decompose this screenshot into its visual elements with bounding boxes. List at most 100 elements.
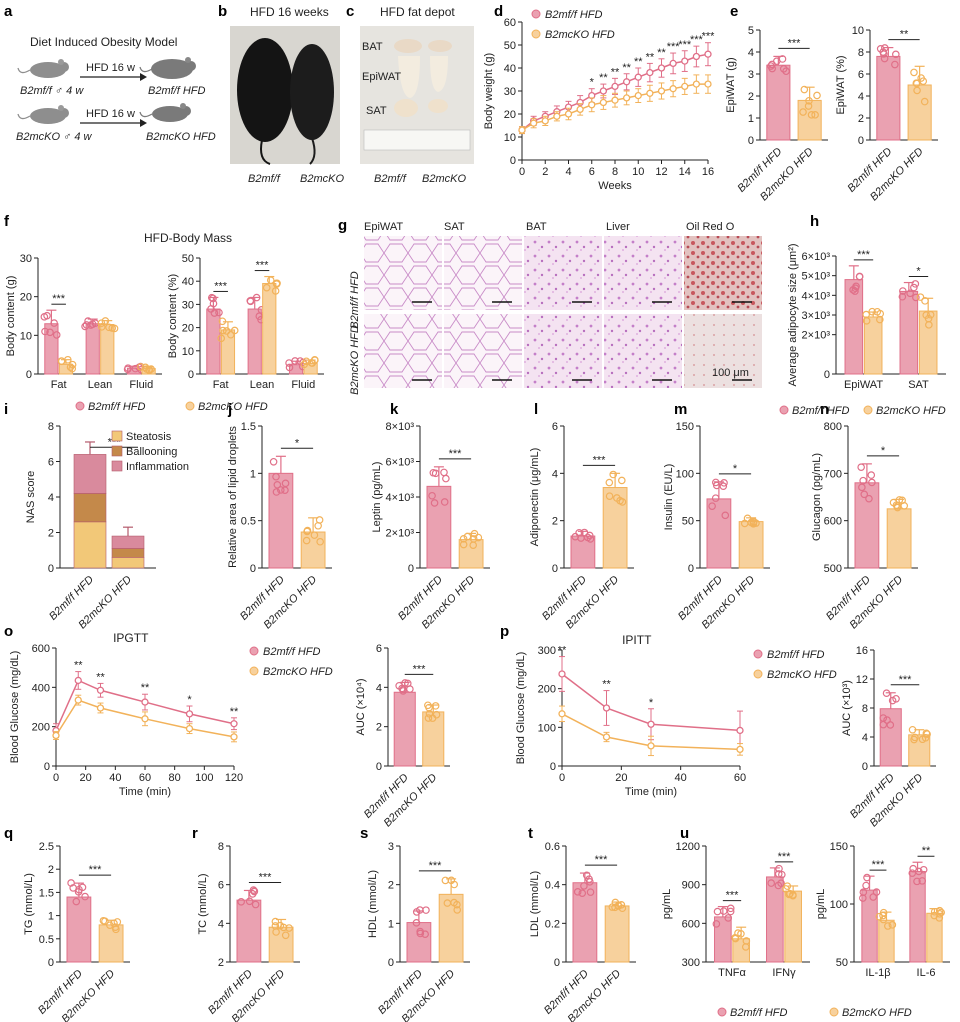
data-point (245, 897, 254, 906)
y-axis-label: Body weight (g) (483, 53, 495, 129)
data-point (599, 98, 608, 107)
data-point (43, 311, 51, 320)
significance-mark: * (881, 445, 886, 457)
y-tick-label: 1200 (676, 841, 700, 853)
data-point (657, 64, 666, 72)
data-point (910, 68, 918, 77)
y-tick-label: 2.5 (39, 841, 54, 853)
data-point (316, 537, 324, 546)
data-point (869, 893, 878, 901)
y-tick-label: 0 (688, 563, 694, 575)
panel-letter: f (4, 213, 10, 230)
data-point (588, 101, 596, 109)
data-point (909, 864, 917, 873)
y-axis-label: Blood Glucose (mg/dL) (9, 651, 21, 764)
y-tick-label: 2 (48, 528, 54, 540)
data-point (602, 704, 611, 712)
y-tick-label: 2×10³ (386, 528, 415, 540)
data-point (105, 323, 113, 332)
panel-letter: u (680, 825, 689, 842)
significance-mark: ** (602, 679, 611, 691)
panel-b-label-ko: B2mcKO (300, 173, 344, 185)
data-point (774, 881, 783, 890)
x-tick-label: 60 (139, 772, 151, 784)
significance-mark: ** (141, 682, 150, 694)
y-tick-label: 4 (748, 47, 754, 59)
panel-a-letter: a (4, 3, 13, 20)
data-point (106, 921, 114, 930)
data-point (704, 80, 712, 88)
significance-mark: *** (429, 860, 443, 872)
panel-g-col: Oil Red O (686, 221, 735, 233)
data-point (611, 903, 619, 912)
data-point (924, 314, 933, 323)
y-tick-label: 400 (32, 682, 50, 694)
arrow-head (140, 119, 147, 127)
y-tick-label: 50 (682, 516, 694, 528)
data-point (913, 877, 921, 886)
data-point (276, 486, 285, 494)
y-tick-label: 8 (858, 47, 864, 59)
y-tick-label: 60 (504, 17, 516, 29)
data-point (622, 78, 631, 86)
legend-swatch-ko (863, 405, 873, 415)
data-point (692, 80, 701, 88)
data-point (558, 710, 566, 718)
data-point (459, 535, 468, 543)
data-point (859, 894, 867, 902)
data-point (634, 91, 642, 100)
y-tick-label: 1 (48, 911, 54, 923)
data-point (580, 882, 588, 890)
x-tick-label: 80 (169, 772, 181, 784)
data-point (230, 326, 239, 335)
y-tick-label: 600 (682, 918, 700, 930)
y-tick-label: 700 (824, 468, 842, 480)
panel-g-row-wt: B2mf/f HFD (349, 271, 361, 329)
y-tick-label: 0 (554, 957, 560, 969)
data-point (883, 716, 891, 724)
significance-mark: * (733, 463, 738, 475)
data-point (681, 82, 689, 91)
mouse-silhouette-wt (237, 38, 293, 142)
data-point (424, 714, 433, 722)
data-point (141, 715, 149, 723)
y-axis-label: AUC (×10⁴) (355, 679, 367, 736)
bar (206, 308, 221, 375)
data-point (884, 922, 892, 930)
data-point (285, 363, 294, 372)
legend-label-wt: B2mf/f HFD (792, 405, 850, 417)
panel-a: a Diet Induced Obesity Model HFD 16 w HF… (4, 3, 216, 143)
legend-label-wt: B2mf/f HFD (767, 649, 825, 661)
histology-image (684, 236, 762, 310)
y-tick-label: 200 (32, 722, 50, 734)
data-point (302, 536, 311, 545)
legend-label: Inflammation (126, 461, 189, 473)
legend-label: Ballooning (126, 446, 177, 458)
y-axis-label: Average adipocyte size (μm²) (787, 243, 799, 386)
panel-letter: j (227, 401, 232, 418)
y-tick-label: 0 (858, 135, 864, 147)
y-axis-label: AUC (×10³) (841, 680, 853, 736)
bar (714, 916, 732, 963)
bar (918, 310, 938, 375)
bar (247, 308, 262, 375)
significance-mark: *** (667, 41, 681, 53)
data-point (210, 309, 219, 317)
data-point (443, 899, 452, 907)
data-point (82, 321, 91, 329)
panel-letter: l (534, 401, 538, 418)
data-point (101, 917, 109, 925)
y-tick-label: 3×10³ (802, 310, 831, 322)
y-tick-label: 0 (824, 369, 830, 381)
data-point (888, 696, 897, 705)
significance-mark: *** (788, 37, 802, 49)
data-point (141, 698, 149, 706)
y-tick-label: 100 (676, 468, 694, 480)
y-axis-label: Adiponectin (μg/mL) (529, 448, 541, 547)
data-point (782, 67, 790, 76)
data-point (669, 85, 677, 93)
data-point (857, 463, 865, 471)
panel-letter: d (494, 3, 503, 20)
data-point (582, 871, 591, 880)
panel-letter: o (4, 623, 13, 640)
